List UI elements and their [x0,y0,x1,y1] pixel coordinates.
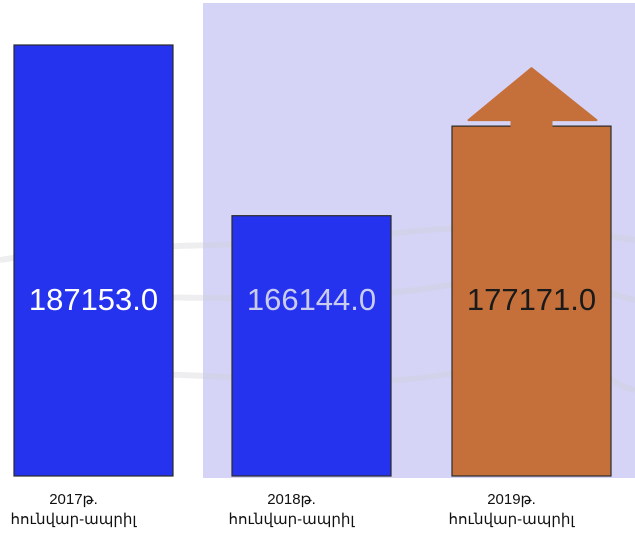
data-label: 187153.0 [29,282,158,317]
bar [231,215,392,477]
category-label: 2019թ. հունվար-ապրիլ [449,491,576,528]
data-label: 177171.0 [467,282,596,317]
data-label: 166144.0 [247,282,376,317]
category-label: 2017թ. հունվար-ապրիլ [11,491,138,528]
up-arrow-icon [467,67,598,130]
bar [451,125,612,477]
bar [13,44,174,477]
category-label: 2018թ. հունվար-ապրիլ [229,491,356,528]
